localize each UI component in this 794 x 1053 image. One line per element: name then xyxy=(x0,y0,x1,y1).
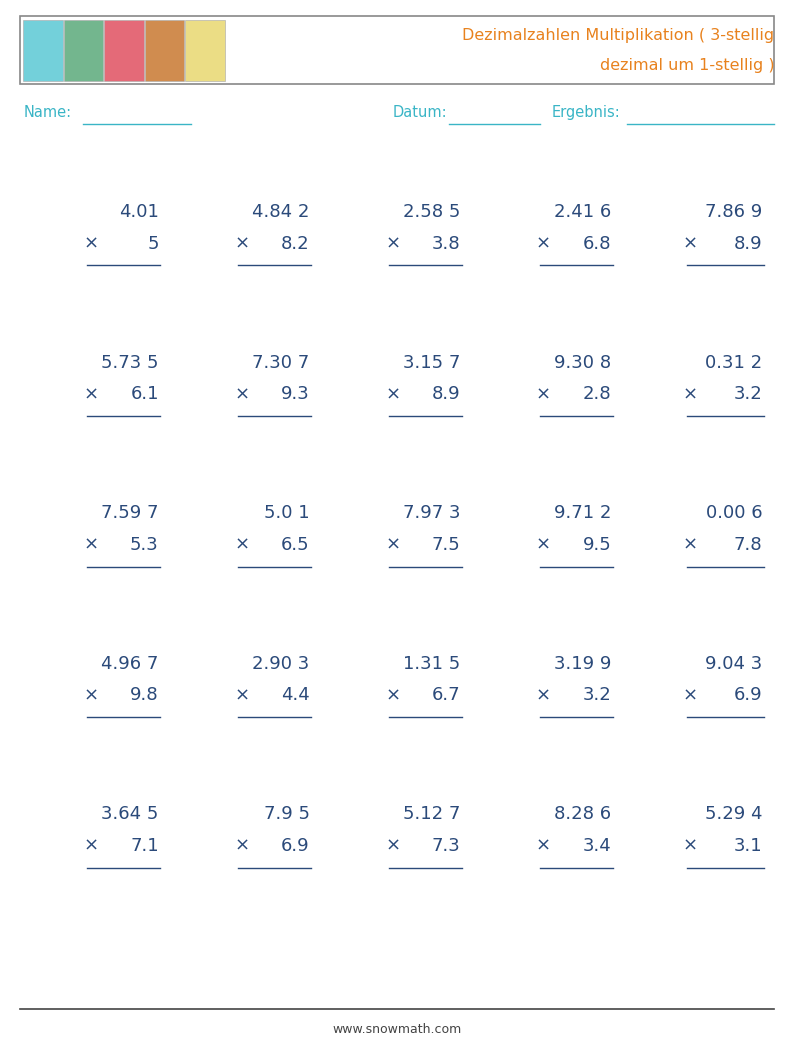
Text: 4.96 7: 4.96 7 xyxy=(102,655,159,673)
Text: 7.86 9: 7.86 9 xyxy=(705,203,762,221)
Text: 3.8: 3.8 xyxy=(432,235,461,253)
Text: Datum:: Datum: xyxy=(393,105,448,120)
Text: ×: × xyxy=(385,385,400,403)
Text: ×: × xyxy=(536,687,551,704)
Text: ×: × xyxy=(385,687,400,704)
Text: 3.4: 3.4 xyxy=(583,837,611,855)
Text: 8.28 6: 8.28 6 xyxy=(554,806,611,823)
Text: 0.00 6: 0.00 6 xyxy=(706,504,762,522)
Text: ×: × xyxy=(234,235,249,253)
Text: 4.4: 4.4 xyxy=(281,687,310,704)
Text: 3.19 9: 3.19 9 xyxy=(554,655,611,673)
Text: 6.9: 6.9 xyxy=(281,837,310,855)
Text: 9.8: 9.8 xyxy=(130,687,159,704)
Text: 7.5: 7.5 xyxy=(432,536,461,554)
Text: 7.9 5: 7.9 5 xyxy=(264,806,310,823)
FancyBboxPatch shape xyxy=(23,20,63,81)
Text: 3.15 7: 3.15 7 xyxy=(403,354,461,372)
Text: 7.8: 7.8 xyxy=(734,536,762,554)
Text: 2.58 5: 2.58 5 xyxy=(403,203,461,221)
FancyBboxPatch shape xyxy=(104,20,144,81)
Text: 0.31 2: 0.31 2 xyxy=(705,354,762,372)
Text: 9.04 3: 9.04 3 xyxy=(705,655,762,673)
Text: ×: × xyxy=(234,385,249,403)
Text: dezimal um 1-stellig ): dezimal um 1-stellig ) xyxy=(599,58,774,73)
Text: 9.30 8: 9.30 8 xyxy=(554,354,611,372)
Text: 7.59 7: 7.59 7 xyxy=(102,504,159,522)
Text: ×: × xyxy=(536,536,551,554)
FancyBboxPatch shape xyxy=(145,20,184,81)
Text: 4.01: 4.01 xyxy=(119,203,159,221)
Text: 5.0 1: 5.0 1 xyxy=(264,504,310,522)
Text: ×: × xyxy=(83,536,98,554)
Text: 5.12 7: 5.12 7 xyxy=(403,806,461,823)
Text: 3.2: 3.2 xyxy=(734,385,762,403)
Text: Dezimalzahlen Multiplikation ( 3-stellig: Dezimalzahlen Multiplikation ( 3-stellig xyxy=(462,28,774,43)
Text: 3.2: 3.2 xyxy=(583,687,611,704)
Text: ×: × xyxy=(536,385,551,403)
Text: ×: × xyxy=(83,837,98,855)
Text: ×: × xyxy=(683,837,698,855)
FancyBboxPatch shape xyxy=(185,20,225,81)
Text: ×: × xyxy=(234,837,249,855)
FancyBboxPatch shape xyxy=(64,20,103,81)
Text: ×: × xyxy=(234,536,249,554)
Text: 2.90 3: 2.90 3 xyxy=(252,655,310,673)
Text: www.snowmath.com: www.snowmath.com xyxy=(333,1024,461,1036)
Text: 7.30 7: 7.30 7 xyxy=(252,354,310,372)
FancyBboxPatch shape xyxy=(20,16,774,84)
Text: 8.2: 8.2 xyxy=(281,235,310,253)
Text: Ergebnis:: Ergebnis: xyxy=(552,105,621,120)
Text: ×: × xyxy=(385,235,400,253)
Text: 8.9: 8.9 xyxy=(734,235,762,253)
Text: ×: × xyxy=(683,385,698,403)
Text: 2.41 6: 2.41 6 xyxy=(554,203,611,221)
Text: 5.73 5: 5.73 5 xyxy=(102,354,159,372)
Text: Name:: Name: xyxy=(24,105,72,120)
Text: 6.9: 6.9 xyxy=(734,687,762,704)
Text: 4.84 2: 4.84 2 xyxy=(252,203,310,221)
Text: ×: × xyxy=(683,687,698,704)
Text: ×: × xyxy=(536,235,551,253)
Text: 5.3: 5.3 xyxy=(130,536,159,554)
Text: 9.71 2: 9.71 2 xyxy=(554,504,611,522)
Text: 2.8: 2.8 xyxy=(583,385,611,403)
Text: 5.29 4: 5.29 4 xyxy=(705,806,762,823)
Text: ×: × xyxy=(385,536,400,554)
Text: ×: × xyxy=(683,235,698,253)
Text: ×: × xyxy=(385,837,400,855)
Text: 7.1: 7.1 xyxy=(130,837,159,855)
Text: 3.64 5: 3.64 5 xyxy=(102,806,159,823)
Text: 1.31 5: 1.31 5 xyxy=(403,655,461,673)
Text: 6.1: 6.1 xyxy=(130,385,159,403)
Text: 5: 5 xyxy=(148,235,159,253)
Text: 7.3: 7.3 xyxy=(432,837,461,855)
Text: 9.5: 9.5 xyxy=(583,536,611,554)
Text: 6.7: 6.7 xyxy=(432,687,461,704)
Text: ×: × xyxy=(234,687,249,704)
Text: ×: × xyxy=(83,687,98,704)
Text: 3.1: 3.1 xyxy=(734,837,762,855)
Text: 6.8: 6.8 xyxy=(583,235,611,253)
Text: 7.97 3: 7.97 3 xyxy=(403,504,461,522)
Text: 6.5: 6.5 xyxy=(281,536,310,554)
Text: ×: × xyxy=(83,235,98,253)
Text: 8.9: 8.9 xyxy=(432,385,461,403)
Text: ×: × xyxy=(83,385,98,403)
Text: ×: × xyxy=(683,536,698,554)
Text: 9.3: 9.3 xyxy=(281,385,310,403)
Text: ×: × xyxy=(536,837,551,855)
